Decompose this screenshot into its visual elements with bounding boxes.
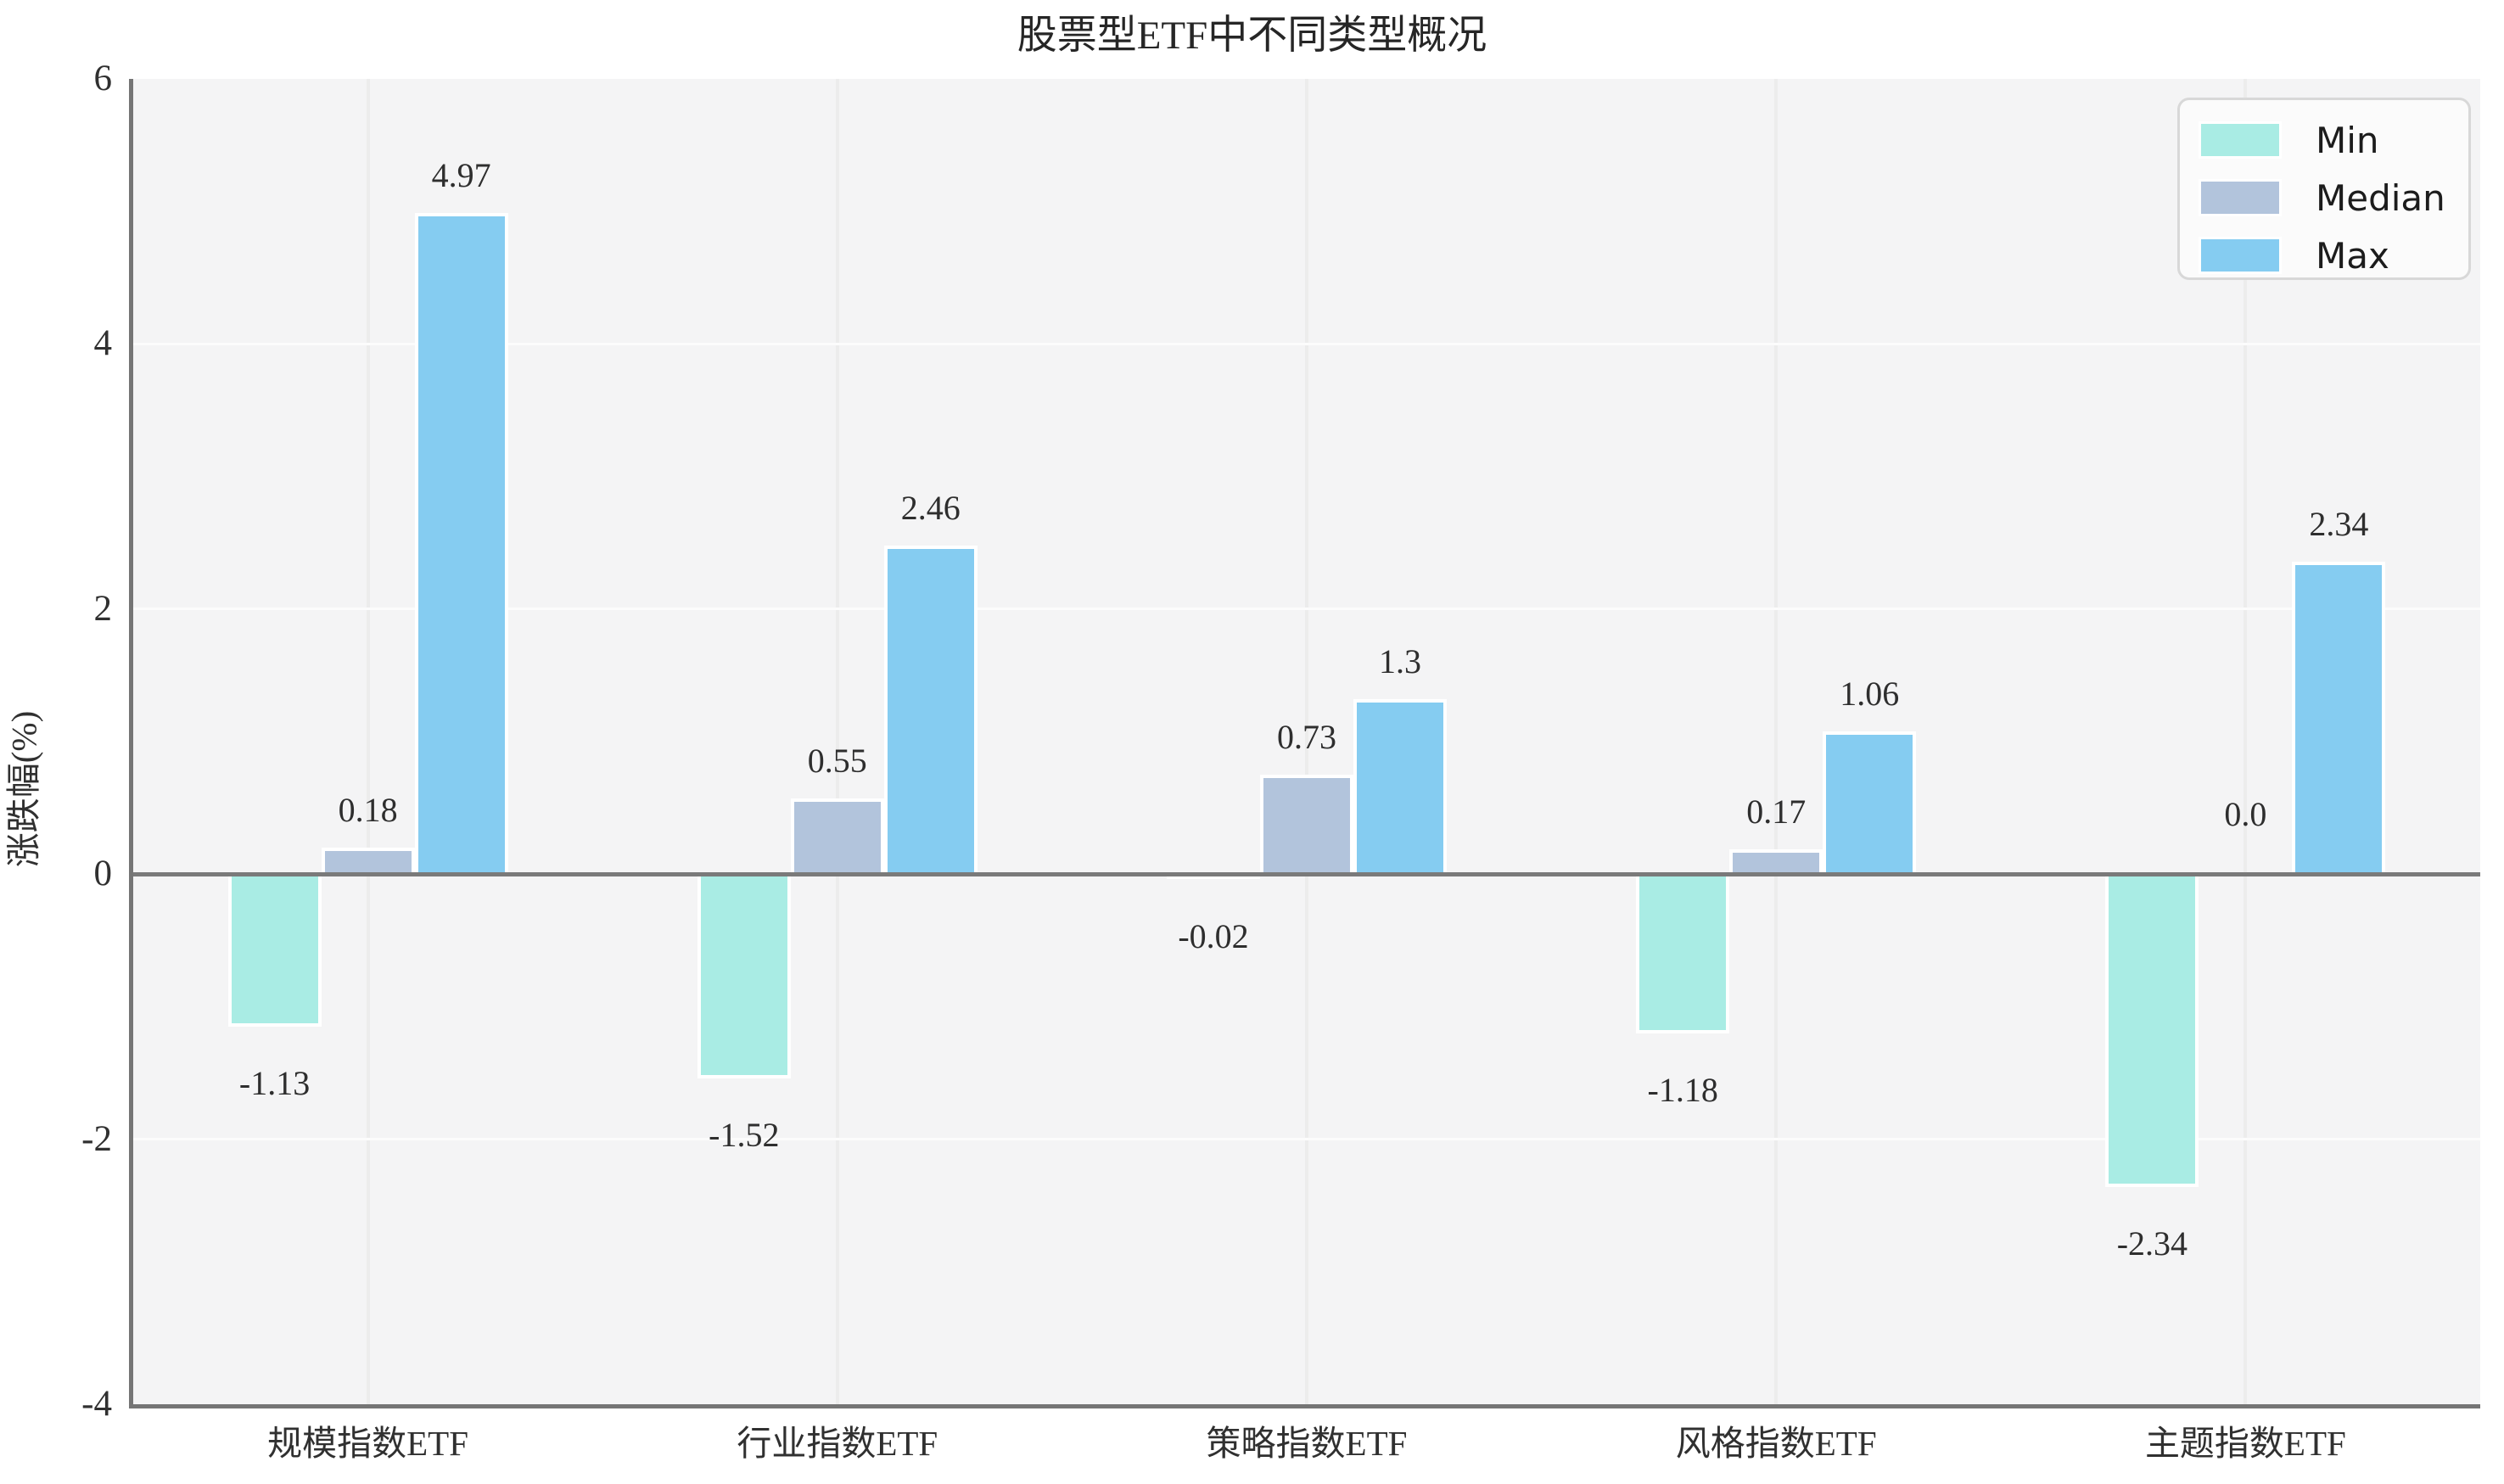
zero-line [133,871,2480,876]
value-label: 4.97 [431,156,491,195]
bar-min-0 [227,874,322,1027]
legend-swatch-min [2199,121,2282,159]
legend-label-min: Min [2316,119,2379,161]
value-label: 0.0 [2224,794,2267,833]
bar-median-0 [321,848,415,875]
legend-label-median: Median [2316,176,2445,219]
y-tick-label: -4 [81,1384,112,1424]
x-tick-label: 主题指数ETF [2144,1424,2346,1463]
value-label: 0.73 [1277,718,1336,757]
bar-min-4 [2105,874,2199,1187]
y-gridline [1305,79,1308,1404]
legend-swatch-max [2199,237,2282,274]
value-label: -0.02 [1178,916,1249,955]
bar-min-1 [697,874,791,1078]
bar-max-0 [414,212,508,875]
y-tick-label: 6 [93,59,113,98]
bar-max-4 [2292,561,2386,875]
value-label: 0.17 [1746,792,1807,831]
bar-max-3 [1823,731,1917,875]
left-spine [129,79,133,1408]
value-label: 2.34 [2309,504,2369,543]
value-label: 0.18 [338,791,398,830]
y-gridline [2244,79,2248,1404]
bar-median-1 [790,798,884,875]
value-label: 1.3 [1379,642,1421,681]
y-tick-label: 2 [93,588,113,629]
y-tick-label: -2 [81,1118,112,1159]
y-tick-label: 0 [93,854,113,894]
bar-min-2 [1167,874,1260,880]
value-label: -2.34 [2116,1224,2188,1263]
value-label: 0.55 [807,742,867,781]
legend-row-max: Max [2180,227,2468,284]
y-gridline [835,79,839,1404]
value-label: -1.13 [238,1063,311,1102]
legend-row-median: Median [2180,169,2468,227]
legend-swatch-median [2199,179,2282,216]
x-tick-label: 行业指数ETF [737,1424,938,1463]
legend-label-max: Max [2316,234,2389,277]
value-label: 1.06 [1840,674,1900,713]
chart-title: 股票型ETF中不同类型概况 [1017,14,1487,58]
legend-row-min: Min [2180,111,2468,169]
bar-median-3 [1729,848,1823,875]
x-tick-label: 策略指数ETF [1206,1424,1408,1463]
bottom-spine [129,1404,2480,1408]
bar-median-2 [1260,775,1353,875]
value-label: 2.46 [900,489,961,528]
y-gridline [366,79,370,1404]
bar-max-1 [883,545,978,875]
x-tick-label: 规模指数ETF [267,1424,469,1463]
x-tick-label: 风格指数ETF [1675,1424,1877,1463]
bar-min-3 [1636,874,1730,1033]
value-label: -1.52 [709,1115,780,1154]
y-tick-label: 4 [93,323,113,364]
x-gridline [133,608,2480,611]
bar-max-2 [1353,699,1447,875]
y-gridline [1774,79,1779,1404]
x-gridline [133,342,2480,345]
value-label: -1.18 [1647,1070,1718,1109]
legend: Min Median Max [2177,98,2471,280]
x-gridline [133,1138,2480,1141]
